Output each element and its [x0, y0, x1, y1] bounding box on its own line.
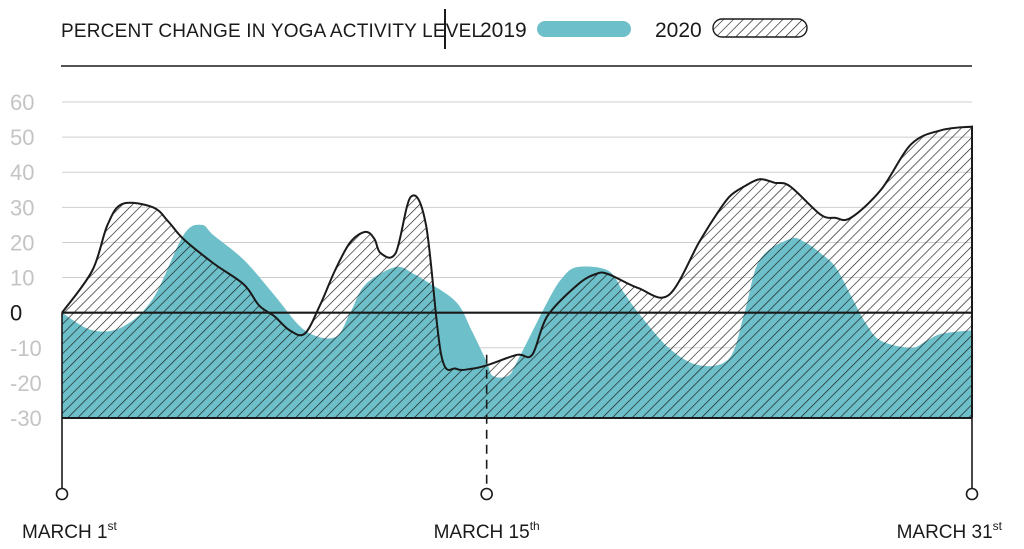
legend-label-2019: 2019 — [480, 19, 527, 42]
marker-dot — [55, 487, 69, 501]
marker-dot — [965, 487, 979, 501]
y-tick-label: 20 — [10, 230, 34, 255]
y-tick-label: -30 — [10, 406, 42, 431]
marker-dot — [480, 487, 493, 501]
x-axis-markers: MARCH 1st MARCH 15th MARCH 31st — [22, 312, 1003, 543]
y-tick-label: -10 — [10, 336, 42, 361]
y-tick-label: 10 — [10, 266, 34, 291]
y-tick-label: 50 — [10, 125, 34, 150]
series-2020-line — [61, 125, 973, 418]
legend-label-2020: 2020 — [655, 19, 702, 42]
legend-swatch-2020 — [712, 18, 808, 38]
y-axis: 60 50 40 30 20 10 0 -10 -20 -30 — [10, 90, 42, 431]
x-marker-label: MARCH 31st — [897, 519, 1003, 543]
y-tick-label: 40 — [10, 160, 34, 185]
legend-swatch-2019 — [537, 21, 631, 37]
x-marker-label: MARCH 1st — [22, 519, 118, 543]
y-tick-label: 0 — [10, 301, 22, 326]
chart-title: PERCENT CHANGE IN YOGA ACTIVITY LEVEL — [61, 21, 482, 42]
y-tick-label: -20 — [10, 371, 42, 396]
x-marker-label: MARCH 15th — [434, 519, 540, 543]
series-2020-area — [62, 126, 972, 418]
y-tick-label: 30 — [10, 195, 34, 220]
y-tick-label: 60 — [10, 90, 34, 115]
